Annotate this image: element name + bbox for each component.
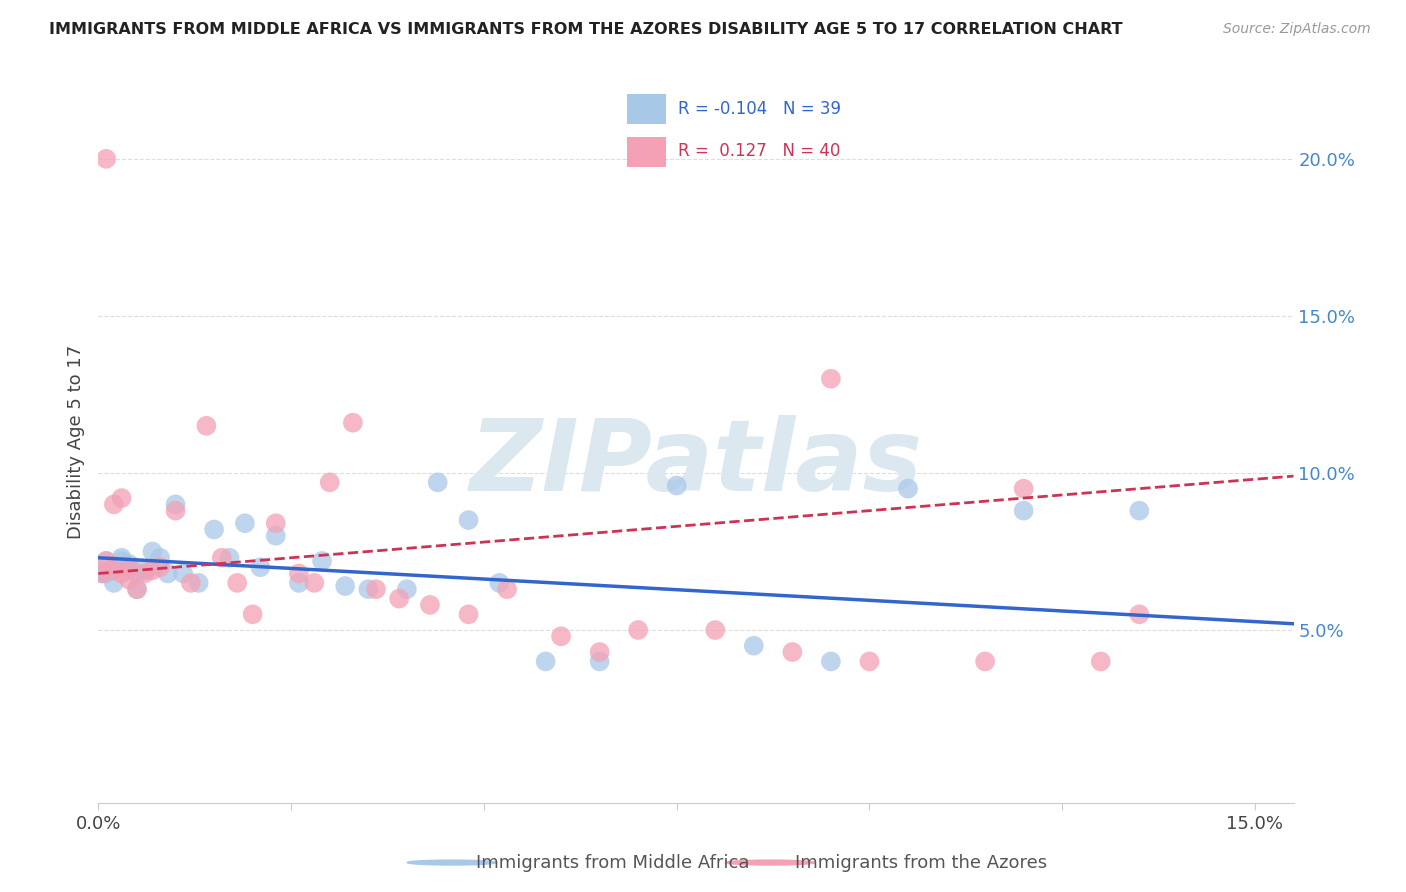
Point [202, 523, 225, 537]
Point [364, 582, 387, 597]
Point [333, 579, 356, 593]
Circle shape [725, 860, 815, 865]
Point [357, 582, 380, 597]
Bar [627, 137, 666, 167]
Point [125, 566, 148, 581]
Point [665, 478, 688, 492]
Point [319, 475, 342, 490]
Point [103, 560, 125, 574]
Point [110, 550, 132, 565]
Point [110, 554, 132, 568]
Text: ZIPatlas: ZIPatlas [470, 415, 922, 512]
Text: Immigrants from Middle Africa: Immigrants from Middle Africa [477, 854, 749, 871]
Point [149, 560, 172, 574]
Text: R = -0.104   N = 39: R = -0.104 N = 39 [678, 100, 841, 118]
Text: Source: ZipAtlas.com: Source: ZipAtlas.com [1223, 22, 1371, 37]
Point [211, 550, 233, 565]
Point [249, 560, 271, 574]
Point [195, 418, 218, 433]
Point [304, 575, 326, 590]
Point [187, 575, 209, 590]
Point [588, 645, 610, 659]
Point [94, 554, 117, 568]
Bar [627, 95, 666, 124]
Point [165, 503, 187, 517]
Point [172, 566, 194, 581]
Point [134, 563, 156, 577]
Point [311, 554, 333, 568]
Point [1012, 482, 1035, 496]
Point [897, 482, 920, 496]
Point [1012, 503, 1035, 517]
Point [288, 566, 311, 581]
Point [110, 566, 132, 581]
Point [782, 645, 804, 659]
Point [264, 516, 287, 531]
Point [218, 550, 240, 565]
Point [91, 566, 114, 581]
Point [226, 575, 249, 590]
Point [125, 582, 148, 597]
Point [974, 655, 997, 669]
Point [118, 563, 141, 577]
Point [165, 497, 187, 511]
Point [180, 575, 202, 590]
Point [110, 491, 132, 505]
Point [233, 516, 256, 531]
Point [1128, 503, 1150, 517]
Point [94, 152, 117, 166]
Point [342, 416, 364, 430]
Point [264, 529, 287, 543]
Text: Immigrants from the Azores: Immigrants from the Azores [794, 854, 1046, 871]
Y-axis label: Disability Age 5 to 17: Disability Age 5 to 17 [66, 344, 84, 539]
Circle shape [408, 860, 496, 865]
Point [496, 582, 519, 597]
Point [125, 582, 148, 597]
Point [426, 475, 449, 490]
Point [820, 655, 842, 669]
Point [288, 575, 311, 590]
Point [457, 513, 479, 527]
Point [534, 655, 557, 669]
Point [742, 639, 765, 653]
Point [118, 573, 141, 587]
Point [91, 566, 114, 581]
Point [141, 563, 163, 577]
Point [149, 550, 172, 565]
Point [242, 607, 264, 622]
Point [134, 566, 156, 581]
Text: R =  0.127   N = 40: R = 0.127 N = 40 [678, 142, 839, 161]
Point [1128, 607, 1150, 622]
Point [550, 629, 572, 643]
Point [704, 623, 727, 637]
Text: IMMIGRANTS FROM MIDDLE AFRICA VS IMMIGRANTS FROM THE AZORES DISABILITY AGE 5 TO : IMMIGRANTS FROM MIDDLE AFRICA VS IMMIGRA… [49, 22, 1123, 37]
Point [118, 560, 141, 574]
Point [141, 544, 163, 558]
Point [627, 623, 650, 637]
Point [94, 554, 117, 568]
Point [488, 575, 510, 590]
Point [588, 655, 610, 669]
Point [103, 497, 125, 511]
Point [156, 566, 179, 581]
Point [858, 655, 880, 669]
Point [395, 582, 418, 597]
Point [820, 372, 842, 386]
Point [103, 575, 125, 590]
Point [419, 598, 441, 612]
Point [1090, 655, 1112, 669]
Point [103, 563, 125, 577]
Point [457, 607, 479, 622]
Point [94, 566, 117, 581]
Point [118, 557, 141, 571]
Point [388, 591, 411, 606]
